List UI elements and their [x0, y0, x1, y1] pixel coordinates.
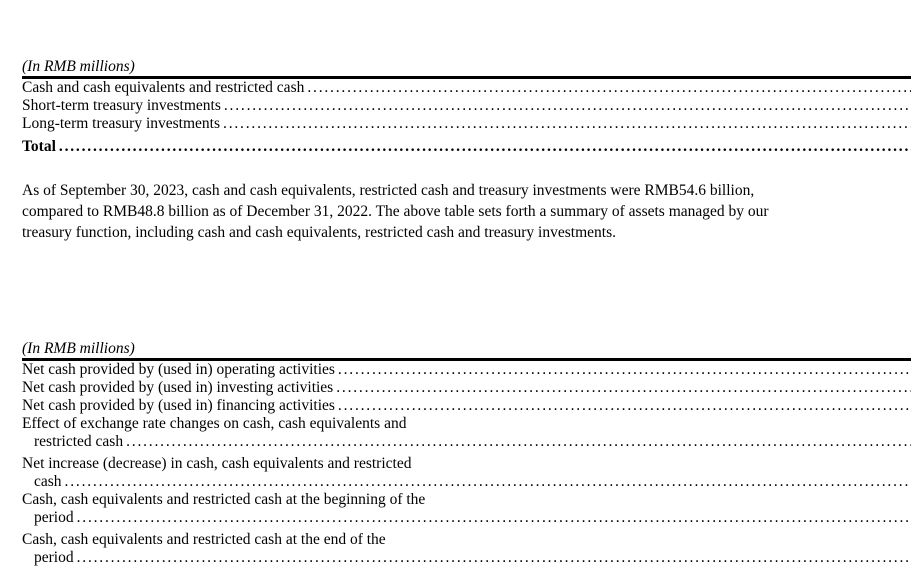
row-label: Total — [22, 133, 911, 156]
paragraph-line: compared to RMB48.8 billion as of Decemb… — [22, 202, 769, 220]
table-row-financing: Net cash provided by (used in) financing… — [22, 397, 911, 415]
paragraph-line: treasury function, including cash and ca… — [22, 223, 616, 241]
commentary-paragraph: As of September 30, 2023, cash and cash … — [22, 180, 911, 243]
dot-leader — [65, 473, 911, 491]
dot-leader — [338, 397, 911, 415]
dot-leader — [224, 97, 911, 115]
row-label: Net cash provided by (used in) investing… — [22, 379, 911, 397]
year-header-row: (In RMB millions) 2022 2023 2022 2023 — [22, 338, 911, 361]
row-label: Short-term treasury investments — [22, 97, 911, 115]
row-label: Cash, cash equivalents and restricted ca… — [22, 491, 911, 527]
table-row-exchange-rate-effect: Effect of exchange rate changes on cash,… — [22, 415, 911, 451]
cash-flow-summary-table: For the Three Months Ended September 30,… — [22, 256, 911, 569]
dot-leader — [59, 138, 911, 156]
table-row: Cash and cash equivalents and restricted… — [22, 77, 911, 97]
row-label: Cash, cash equivalents and restricted ca… — [22, 527, 911, 567]
units-label: (In RMB millions) — [22, 24, 911, 79]
table-row-beginning-of-period: Cash, cash equivalents and restricted ca… — [22, 491, 911, 527]
table-row-operating: Net cash provided by (used in) operating… — [22, 360, 911, 380]
paragraph-line: As of September 30, 2023, cash and cash … — [22, 181, 755, 199]
table-row-investing: Net cash provided by (used in) investing… — [22, 379, 911, 397]
column-header-row: (In RMB millions) December 31, 2022 Sept… — [22, 24, 911, 79]
dot-leader — [77, 549, 911, 567]
table-row: Short-term treasury investments 16,966 1… — [22, 97, 911, 115]
row-label: Net cash provided by (used in) financing… — [22, 397, 911, 415]
dot-leader — [223, 115, 911, 133]
dot-leader — [338, 361, 911, 379]
as-of-header-row: As of — [22, 6, 911, 24]
dot-leader — [126, 433, 911, 451]
treasury-assets-summary-table: As of (In RMB millions) December 31, 202… — [22, 6, 911, 158]
row-label: Long-term treasury investments — [22, 115, 911, 134]
total-row: Total 48,842 54,621 — [22, 133, 911, 156]
row-label: Cash and cash equivalents and restricted… — [22, 77, 911, 97]
units-label: (In RMB millions) — [22, 338, 911, 361]
period-group-header-row: For the Three Months Ended September 30,… — [22, 256, 911, 339]
table-row-net-increase: Net increase (decrease) in cash, cash eq… — [22, 451, 911, 491]
table-row-end-of-period: Cash, cash equivalents and restricted ca… — [22, 527, 911, 567]
dot-leader — [307, 79, 911, 97]
table-row: Long-term treasury investments 10,200 14… — [22, 115, 911, 134]
dot-leader — [336, 379, 911, 397]
dot-leader — [77, 509, 911, 527]
row-label: Net increase (decrease) in cash, cash eq… — [22, 451, 911, 491]
row-label: Effect of exchange rate changes on cash,… — [22, 415, 911, 451]
row-label: Net cash provided by (used in) operating… — [22, 360, 911, 380]
